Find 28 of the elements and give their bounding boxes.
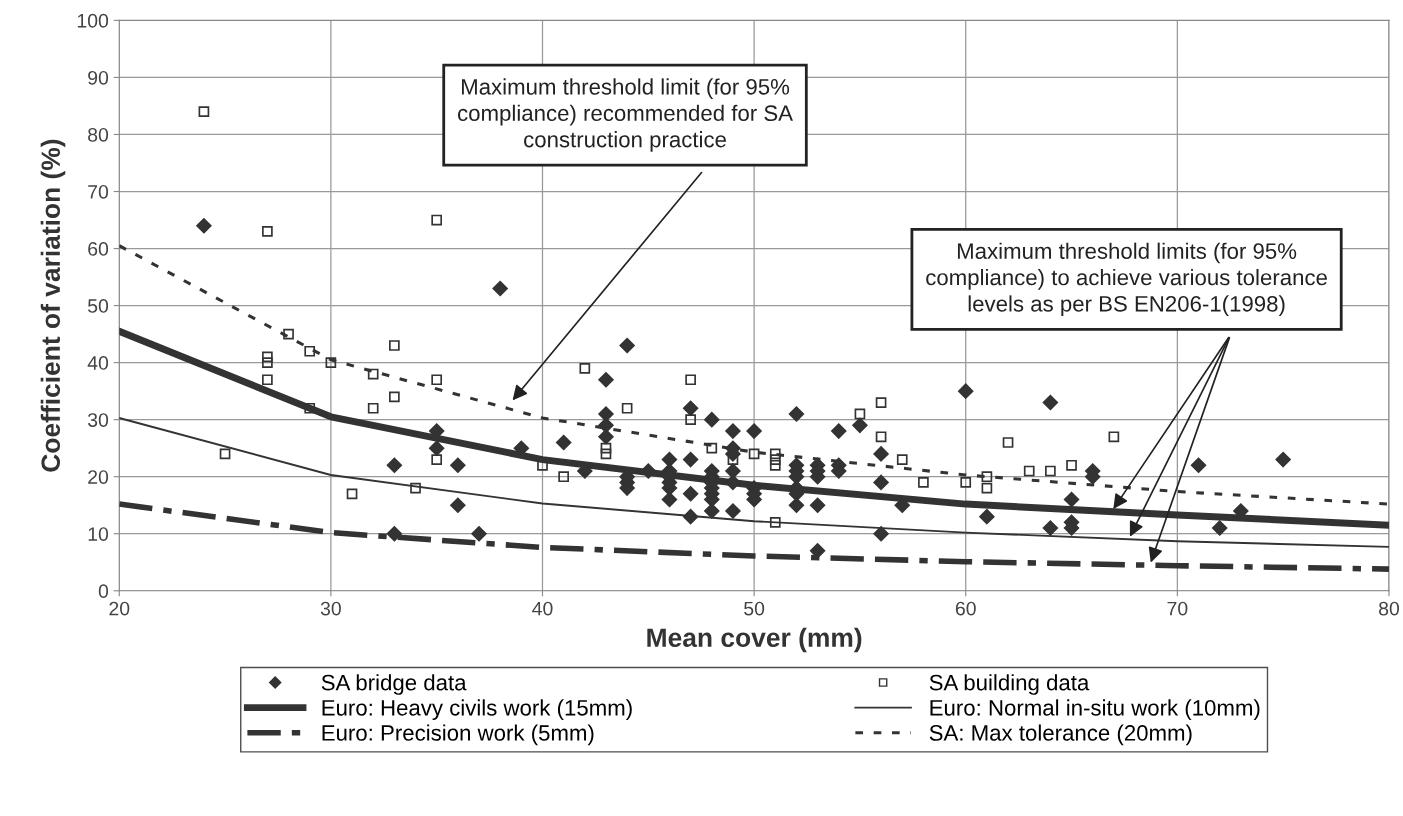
x-axis-title: Mean cover (mm) (647, 627, 862, 653)
legend-label: SA bridge data (321, 674, 467, 695)
y-axis-title: Coefficient of variation (%) (40, 139, 66, 472)
x-tick-label: 70 (1167, 601, 1188, 616)
y-tick-label: 70 (88, 184, 109, 199)
y-tick-label: 80 (88, 127, 109, 142)
annotation: Maximum threshold limits (for 95% compliance) to achieve various tolerance levels as per BS EN206-1(1998) (926, 242, 1327, 317)
y-tick-label: 100 (77, 13, 109, 28)
y-tick-label: 90 (88, 70, 109, 85)
y-tick-label: 60 (88, 242, 109, 256)
legend-label: Euro: Normal in-situ work (10mm) (930, 699, 1260, 721)
y-tick-label: 20 (88, 470, 109, 484)
y-tick-label: 10 (88, 527, 109, 541)
annotation: Maximum threshold limit (for 95% compliance) recommended for SA construction practice (458, 78, 793, 152)
x-tick-label: 80 (1379, 601, 1400, 616)
y-tick-label: 40 (87, 356, 109, 370)
x-tick-label: 50 (744, 601, 765, 616)
x-tick-label: 20 (109, 601, 130, 616)
y-tick-label: 0 (98, 584, 109, 599)
x-tick-label: 30 (320, 601, 341, 616)
x-tick-label: 60 (955, 601, 976, 616)
y-tick-label: 30 (87, 413, 109, 427)
y-tick-label: 50 (87, 299, 109, 313)
legend-label: Euro: Heavy civils work (15mm) (322, 699, 632, 721)
legend-label: SA building data (929, 674, 1090, 695)
legend-label: SA: Max tolerance (20mm) (929, 724, 1192, 746)
legend-label: Euro: Precision work (5mm) (322, 724, 594, 746)
x-tick-label: 40 (532, 601, 553, 616)
